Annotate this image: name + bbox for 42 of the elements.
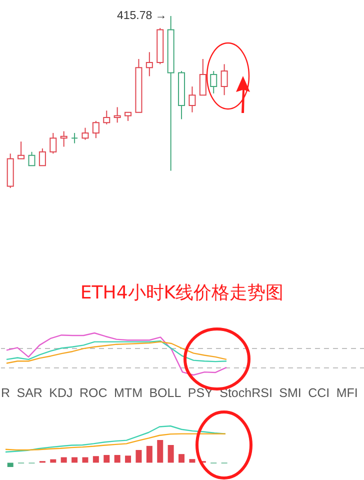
bar	[104, 454, 110, 463]
text: CCI	[308, 386, 330, 400]
bar	[168, 444, 174, 463]
candlestick	[210, 70, 218, 94]
candlestick	[28, 151, 36, 166]
text: PSY	[188, 386, 213, 400]
bar	[92, 456, 99, 463]
candlestick	[114, 106, 121, 124]
candlestick	[220, 64, 228, 96]
text: StochRSI	[220, 386, 272, 400]
bar	[60, 457, 67, 463]
bar	[178, 454, 185, 463]
text: MTM	[114, 386, 142, 400]
bar	[157, 440, 164, 463]
bar	[136, 450, 142, 463]
text: ETH4小时K线价格走势图	[80, 282, 284, 304]
candlestick	[71, 132, 78, 144]
candlestick	[188, 86, 196, 113]
candlestick	[50, 132, 57, 154]
bar	[189, 459, 196, 463]
candlestick	[146, 52, 153, 77]
candlestick	[38, 148, 46, 166]
text: SMI	[279, 386, 302, 400]
annotation: 415.78 →	[116, 10, 167, 22]
candlestick	[18, 141, 25, 160]
bar	[82, 457, 88, 463]
bar	[7, 462, 14, 467]
candlestick	[92, 120, 100, 139]
candlestick	[199, 58, 206, 96]
bar	[146, 446, 152, 463]
text: SAR	[16, 386, 42, 400]
text: KDJ	[49, 386, 73, 400]
text: BOLL	[149, 386, 182, 400]
candlestick	[60, 130, 68, 148]
text: MFI	[336, 386, 358, 400]
candlestick	[103, 110, 110, 125]
bar	[125, 456, 132, 463]
bar	[114, 454, 120, 463]
bar	[72, 457, 78, 463]
text: R	[1, 386, 10, 400]
candlestick	[82, 127, 89, 140]
text: ROC	[80, 386, 108, 400]
